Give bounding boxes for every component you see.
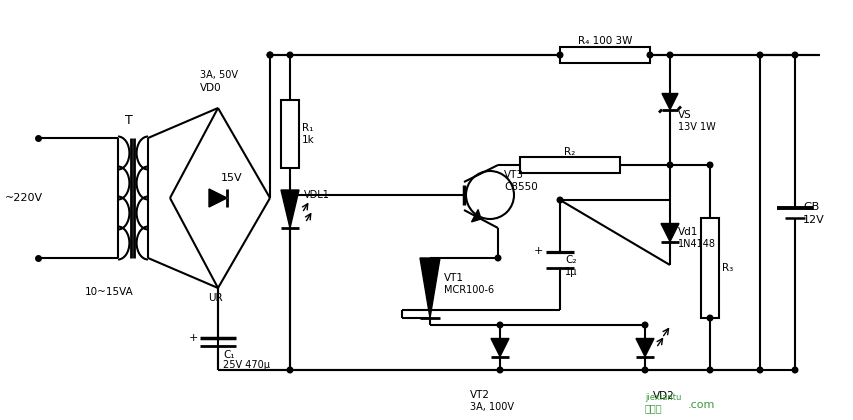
Text: VD0: VD0 bbox=[200, 83, 222, 93]
Circle shape bbox=[647, 52, 652, 58]
Text: 1N4148: 1N4148 bbox=[677, 239, 715, 249]
Circle shape bbox=[757, 52, 762, 58]
Circle shape bbox=[641, 367, 647, 373]
Circle shape bbox=[495, 255, 500, 261]
Text: 12V: 12V bbox=[802, 215, 824, 225]
Text: R₂: R₂ bbox=[564, 147, 575, 157]
Circle shape bbox=[496, 322, 502, 328]
Circle shape bbox=[287, 367, 293, 373]
Text: C8550: C8550 bbox=[503, 182, 537, 192]
Circle shape bbox=[267, 52, 272, 58]
Text: GB: GB bbox=[802, 202, 818, 212]
Text: VT1: VT1 bbox=[444, 273, 463, 283]
Polygon shape bbox=[635, 339, 653, 357]
Circle shape bbox=[556, 52, 562, 58]
Bar bbox=[700, 218, 718, 318]
Text: R₁: R₁ bbox=[302, 123, 313, 133]
Polygon shape bbox=[660, 223, 678, 241]
Polygon shape bbox=[490, 339, 508, 357]
Text: ~220V: ~220V bbox=[5, 193, 43, 203]
Polygon shape bbox=[209, 189, 227, 207]
Text: Vd1: Vd1 bbox=[677, 227, 698, 237]
Polygon shape bbox=[661, 94, 677, 110]
Circle shape bbox=[706, 162, 712, 168]
Circle shape bbox=[757, 367, 762, 373]
Text: +: + bbox=[533, 246, 543, 256]
Text: C₁: C₁ bbox=[223, 350, 235, 360]
Text: MCR100-6: MCR100-6 bbox=[444, 285, 494, 295]
Circle shape bbox=[792, 367, 797, 373]
Text: 25V 470μ: 25V 470μ bbox=[223, 360, 270, 370]
Circle shape bbox=[666, 162, 672, 168]
Text: jiexiantu: jiexiantu bbox=[644, 393, 681, 402]
Text: 接线图: 接线图 bbox=[644, 403, 662, 413]
Text: UR: UR bbox=[208, 293, 223, 303]
Circle shape bbox=[556, 197, 562, 203]
Circle shape bbox=[706, 315, 712, 321]
Text: 15V: 15V bbox=[221, 173, 242, 183]
Text: R₄ 100 3W: R₄ 100 3W bbox=[577, 36, 631, 46]
Text: VT2: VT2 bbox=[469, 390, 490, 400]
Text: .com: .com bbox=[688, 400, 715, 410]
Circle shape bbox=[287, 192, 293, 198]
Bar bbox=[519, 157, 619, 173]
Text: 3A, 100V: 3A, 100V bbox=[469, 402, 514, 412]
Polygon shape bbox=[420, 258, 439, 318]
Circle shape bbox=[287, 52, 293, 58]
Circle shape bbox=[706, 367, 712, 373]
Text: 13V 1W: 13V 1W bbox=[677, 122, 715, 132]
Text: 1μ: 1μ bbox=[565, 267, 577, 277]
Text: C₂: C₂ bbox=[565, 255, 576, 265]
Text: R₃: R₃ bbox=[721, 263, 733, 273]
Circle shape bbox=[792, 52, 797, 58]
Text: T: T bbox=[125, 113, 133, 126]
Circle shape bbox=[496, 367, 502, 373]
Text: 3A, 50V: 3A, 50V bbox=[200, 70, 238, 80]
Polygon shape bbox=[281, 190, 299, 228]
Text: 10~15VA: 10~15VA bbox=[85, 287, 134, 297]
Circle shape bbox=[666, 52, 672, 58]
Circle shape bbox=[267, 52, 272, 58]
Bar bbox=[281, 100, 299, 168]
Polygon shape bbox=[471, 210, 480, 222]
Text: +: + bbox=[189, 333, 198, 343]
Text: 1k: 1k bbox=[302, 135, 315, 145]
Text: VD2: VD2 bbox=[653, 391, 674, 401]
Text: VS: VS bbox=[677, 110, 691, 120]
Text: VT3: VT3 bbox=[503, 170, 524, 180]
Text: VDL1: VDL1 bbox=[304, 190, 329, 200]
Circle shape bbox=[287, 192, 293, 198]
Bar bbox=[560, 47, 649, 63]
Circle shape bbox=[641, 322, 647, 328]
Polygon shape bbox=[209, 189, 227, 207]
